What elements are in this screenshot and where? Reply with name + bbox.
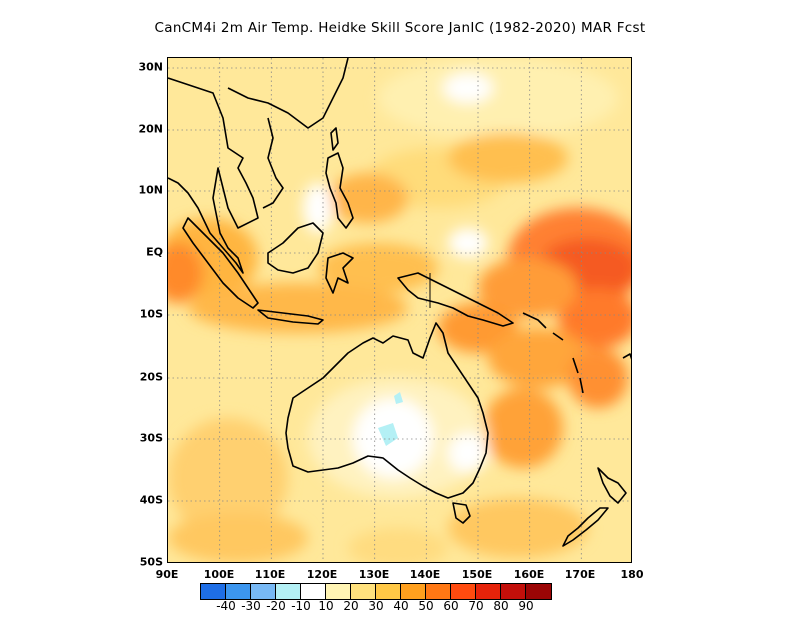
colorbar-swatch xyxy=(401,584,426,599)
colorbar-swatch xyxy=(501,584,526,599)
colorbar-tick-label: 10 xyxy=(318,599,334,613)
sumatra-coastline xyxy=(182,217,259,309)
colorbar-swatch xyxy=(526,584,551,599)
colorbar-swatch xyxy=(376,584,401,599)
java-coastline xyxy=(257,309,324,325)
colorbar-swatch xyxy=(251,584,276,599)
colorbar-tick-label: 20 xyxy=(343,599,359,613)
lon-label: 170E xyxy=(564,568,596,581)
fiji-coastline xyxy=(622,353,631,360)
colorbar-swatch xyxy=(301,584,326,599)
lon-label: 90E xyxy=(155,568,179,581)
lat-label: 10N xyxy=(138,183,163,197)
map-title: CanCM4i 2m Air Temp. Heidke Skill Score … xyxy=(154,20,646,36)
colorbar-swatch xyxy=(276,584,301,599)
colorbar-swatch xyxy=(226,584,251,599)
coastlines xyxy=(168,58,631,547)
new-guinea-coastline xyxy=(397,272,514,327)
lon-label: 150E xyxy=(461,568,493,581)
lat-label: 20N xyxy=(138,122,163,136)
map-canvas xyxy=(168,58,631,562)
colorbar-tick-label: 80 xyxy=(493,599,509,613)
negative-skill-patch xyxy=(394,392,403,404)
gridlines xyxy=(168,58,631,562)
lon-label: 120E xyxy=(306,568,338,581)
philippines-coastline xyxy=(325,152,354,229)
tasmania-coastline xyxy=(452,502,471,524)
negative-skill-patch xyxy=(378,423,398,446)
lon-label: 100E xyxy=(203,568,235,581)
new-zealand-south-coastline xyxy=(562,507,609,547)
colorbar-swatch xyxy=(476,584,501,599)
colorbar-tick-label: 30 xyxy=(368,599,384,613)
sulawesi-coastline xyxy=(325,252,354,294)
vanuatu-coastline xyxy=(572,357,584,394)
lon-label: 130E xyxy=(358,568,390,581)
colorbar-swatch xyxy=(201,584,226,599)
taiwan-coastline xyxy=(330,127,339,151)
colorbar-tick-label: 70 xyxy=(468,599,484,613)
colorbar-tick-label: 90 xyxy=(518,599,534,613)
colorbar-tick-label: -30 xyxy=(241,599,261,613)
skill-score-map xyxy=(167,57,632,563)
colorbar-tick-label: 50 xyxy=(418,599,434,613)
colorbar-tick-label: 40 xyxy=(393,599,409,613)
solomon-islands-coastline xyxy=(522,312,564,341)
lon-label: 140E xyxy=(409,568,441,581)
lat-label: 10S xyxy=(139,307,163,321)
asia-coastline xyxy=(168,77,259,274)
lon-label: 110E xyxy=(254,568,286,581)
lon-label: 160E xyxy=(513,568,545,581)
colorbar-swatch xyxy=(351,584,376,599)
colorbar-tick-label: -20 xyxy=(266,599,286,613)
colorbar-swatch xyxy=(326,584,351,599)
new-zealand-north-coastline xyxy=(597,467,627,504)
lat-label: 20S xyxy=(139,370,163,384)
colorbar xyxy=(200,583,552,600)
australia-coastline xyxy=(285,322,489,499)
lat-label: 50S xyxy=(139,555,163,569)
lat-label: EQ xyxy=(146,245,163,259)
colorbar-swatch xyxy=(426,584,451,599)
lat-label: 30S xyxy=(139,431,163,445)
china-coastline xyxy=(227,58,349,129)
colorbar-tick-label: -10 xyxy=(291,599,311,613)
lon-label: 180 xyxy=(620,568,644,581)
lat-label: 30N xyxy=(138,60,163,74)
borneo-coastline xyxy=(267,222,324,274)
colorbar-tick-label: 60 xyxy=(443,599,459,613)
colorbar-tick-label: -40 xyxy=(216,599,236,613)
lat-label: 40S xyxy=(139,493,163,507)
vietnam-coastline xyxy=(262,117,284,209)
colorbar-swatch xyxy=(451,584,476,599)
